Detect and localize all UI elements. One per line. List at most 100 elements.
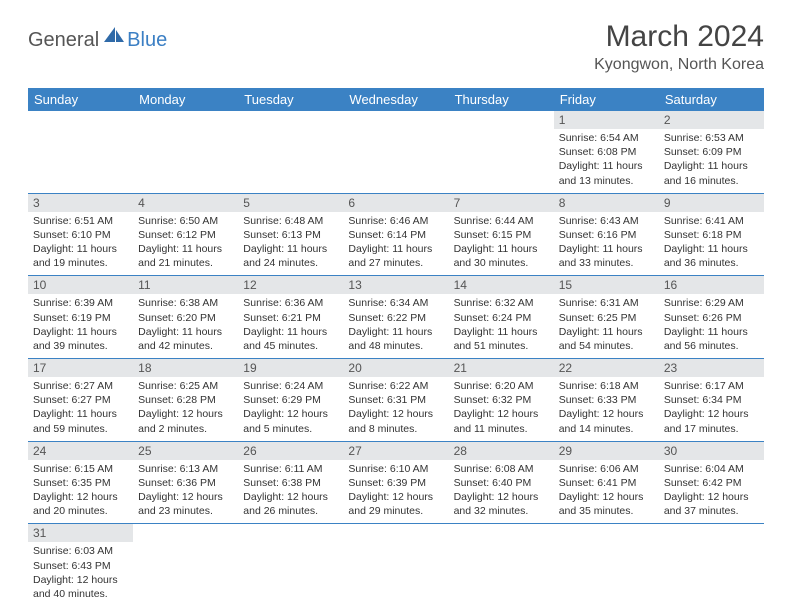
- day-number: 3: [28, 194, 133, 212]
- day-detail-line: and 5 minutes.: [243, 422, 338, 436]
- logo-text-general: General: [28, 29, 99, 52]
- day-header-row: Sunday Monday Tuesday Wednesday Thursday…: [28, 88, 764, 111]
- day-detail-line: and 23 minutes.: [138, 504, 233, 518]
- day-detail-line: and 20 minutes.: [33, 504, 128, 518]
- day-detail-line: Daylight: 11 hours: [348, 325, 443, 339]
- day-detail-line: Daylight: 11 hours: [348, 242, 443, 256]
- day-detail-line: Daylight: 12 hours: [664, 407, 759, 421]
- day-detail-line: and 45 minutes.: [243, 339, 338, 353]
- day-detail-line: Daylight: 11 hours: [138, 242, 233, 256]
- day-detail-line: Daylight: 12 hours: [454, 407, 549, 421]
- day-detail-line: Sunrise: 6:13 AM: [138, 462, 233, 476]
- day-number: 5: [238, 194, 343, 212]
- day-detail-line: Sunrise: 6:25 AM: [138, 379, 233, 393]
- day-number: 7: [449, 194, 554, 212]
- day-detail-line: Sunrise: 6:51 AM: [33, 214, 128, 228]
- day-detail-line: Daylight: 11 hours: [243, 242, 338, 256]
- day-details: Sunrise: 6:32 AMSunset: 6:24 PMDaylight:…: [454, 296, 549, 353]
- day-details: Sunrise: 6:31 AMSunset: 6:25 PMDaylight:…: [559, 296, 654, 353]
- calendar-day-cell: 10Sunrise: 6:39 AMSunset: 6:19 PMDayligh…: [28, 276, 133, 359]
- calendar-day-cell: 18Sunrise: 6:25 AMSunset: 6:28 PMDayligh…: [133, 359, 238, 442]
- calendar-day-cell: 9Sunrise: 6:41 AMSunset: 6:18 PMDaylight…: [659, 193, 764, 276]
- day-detail-line: Daylight: 11 hours: [454, 325, 549, 339]
- day-number: 27: [343, 442, 448, 460]
- day-detail-line: Sunset: 6:12 PM: [138, 228, 233, 242]
- day-detail-line: Sunrise: 6:34 AM: [348, 296, 443, 310]
- day-number: 16: [659, 276, 764, 294]
- day-detail-line: Daylight: 11 hours: [243, 325, 338, 339]
- day-number: 8: [554, 194, 659, 212]
- day-detail-line: Daylight: 12 hours: [559, 407, 654, 421]
- calendar-day-cell: 6Sunrise: 6:46 AMSunset: 6:14 PMDaylight…: [343, 193, 448, 276]
- day-details: Sunrise: 6:22 AMSunset: 6:31 PMDaylight:…: [348, 379, 443, 436]
- calendar-day-cell: [449, 111, 554, 193]
- day-detail-line: and 27 minutes.: [348, 256, 443, 270]
- dayhead-sunday: Sunday: [28, 88, 133, 111]
- day-detail-line: Sunset: 6:25 PM: [559, 311, 654, 325]
- day-detail-line: Sunset: 6:19 PM: [33, 311, 128, 325]
- day-details: Sunrise: 6:08 AMSunset: 6:40 PMDaylight:…: [454, 462, 549, 519]
- calendar-day-cell: [238, 111, 343, 193]
- dayhead-friday: Friday: [554, 88, 659, 111]
- calendar-day-cell: 4Sunrise: 6:50 AMSunset: 6:12 PMDaylight…: [133, 193, 238, 276]
- day-detail-line: and 13 minutes.: [559, 174, 654, 188]
- day-detail-line: Daylight: 12 hours: [348, 407, 443, 421]
- day-details: Sunrise: 6:25 AMSunset: 6:28 PMDaylight:…: [138, 379, 233, 436]
- day-detail-line: Sunrise: 6:48 AM: [243, 214, 338, 228]
- dayhead-tuesday: Tuesday: [238, 88, 343, 111]
- calendar-day-cell: 8 Sunrise: 6:43 AMSunset: 6:16 PMDaylight…: [554, 193, 659, 276]
- day-detail-line: Daylight: 11 hours: [664, 242, 759, 256]
- day-detail-line: and 19 minutes.: [33, 256, 128, 270]
- title-block: March 2024 Kyongwon, North Korea: [594, 20, 764, 74]
- day-detail-line: Daylight: 12 hours: [138, 407, 233, 421]
- day-number: 28: [449, 442, 554, 460]
- day-detail-line: and 39 minutes.: [33, 339, 128, 353]
- day-detail-line: Daylight: 12 hours: [348, 490, 443, 504]
- month-title: March 2024: [594, 20, 764, 54]
- day-number: 9: [659, 194, 764, 212]
- day-detail-line: and 59 minutes.: [33, 422, 128, 436]
- day-detail-line: and 56 minutes.: [664, 339, 759, 353]
- day-detail-line: Sunrise: 6:22 AM: [348, 379, 443, 393]
- calendar-day-cell: 23Sunrise: 6:17 AMSunset: 6:34 PMDayligh…: [659, 359, 764, 442]
- calendar-day-cell: [343, 111, 448, 193]
- day-detail-line: Sunset: 6:35 PM: [33, 476, 128, 490]
- calendar-day-cell: 12Sunrise: 6:36 AMSunset: 6:21 PMDayligh…: [238, 276, 343, 359]
- day-detail-line: Sunrise: 6:11 AM: [243, 462, 338, 476]
- day-detail-line: Sunrise: 6:41 AM: [664, 214, 759, 228]
- day-detail-line: Sunrise: 6:04 AM: [664, 462, 759, 476]
- day-detail-line: Sunset: 6:08 PM: [559, 145, 654, 159]
- day-detail-line: and 24 minutes.: [243, 256, 338, 270]
- calendar-table: Sunday Monday Tuesday Wednesday Thursday…: [28, 88, 764, 606]
- day-detail-line: Sunset: 6:10 PM: [33, 228, 128, 242]
- calendar-day-cell: 25Sunrise: 6:13 AMSunset: 6:36 PMDayligh…: [133, 441, 238, 524]
- day-detail-line: and 36 minutes.: [664, 256, 759, 270]
- calendar-day-cell: 22Sunrise: 6:18 AMSunset: 6:33 PMDayligh…: [554, 359, 659, 442]
- day-details: Sunrise: 6:51 AMSunset: 6:10 PMDaylight:…: [33, 214, 128, 271]
- day-details: Sunrise: 6:43 AMSunset: 6:16 PMDaylight:…: [559, 214, 654, 271]
- day-detail-line: and 30 minutes.: [454, 256, 549, 270]
- day-detail-line: Sunset: 6:36 PM: [138, 476, 233, 490]
- dayhead-monday: Monday: [133, 88, 238, 111]
- day-detail-line: Sunrise: 6:53 AM: [664, 131, 759, 145]
- day-detail-line: and 29 minutes.: [348, 504, 443, 518]
- day-details: Sunrise: 6:18 AMSunset: 6:33 PMDaylight:…: [559, 379, 654, 436]
- calendar-day-cell: 7Sunrise: 6:44 AMSunset: 6:15 PMDaylight…: [449, 193, 554, 276]
- calendar-day-cell: 27Sunrise: 6:10 AMSunset: 6:39 PMDayligh…: [343, 441, 448, 524]
- day-number: 31: [28, 524, 133, 542]
- day-details: Sunrise: 6:53 AMSunset: 6:09 PMDaylight:…: [664, 131, 759, 188]
- day-detail-line: Sunset: 6:26 PM: [664, 311, 759, 325]
- day-detail-line: Daylight: 11 hours: [33, 407, 128, 421]
- day-detail-line: Sunset: 6:22 PM: [348, 311, 443, 325]
- day-detail-line: Daylight: 11 hours: [33, 325, 128, 339]
- day-detail-line: and 16 minutes.: [664, 174, 759, 188]
- calendar-week-row: 1Sunrise: 6:54 AMSunset: 6:08 PMDaylight…: [28, 111, 764, 193]
- calendar-week-row: 17Sunrise: 6:27 AMSunset: 6:27 PMDayligh…: [28, 359, 764, 442]
- day-detail-line: and 51 minutes.: [454, 339, 549, 353]
- day-detail-line: Sunrise: 6:31 AM: [559, 296, 654, 310]
- logo-sail-icon: [103, 26, 125, 44]
- day-details: Sunrise: 6:13 AMSunset: 6:36 PMDaylight:…: [138, 462, 233, 519]
- day-detail-line: Daylight: 11 hours: [33, 242, 128, 256]
- day-detail-line: Sunrise: 6:08 AM: [454, 462, 549, 476]
- day-details: Sunrise: 6:46 AMSunset: 6:14 PMDaylight:…: [348, 214, 443, 271]
